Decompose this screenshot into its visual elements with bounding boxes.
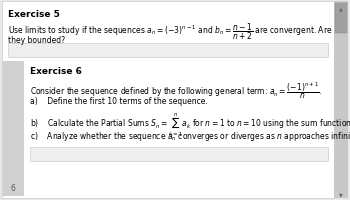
Text: Use limits to study if the sequences $a_n = (-3)^{n-1}$ and $b_n = \dfrac{n-1}{n: Use limits to study if the sequences $a_… — [8, 22, 332, 42]
Text: they bounded?: they bounded? — [8, 36, 65, 45]
Bar — [30, 147, 328, 161]
Text: a)    Define the first 10 terms of the sequence.: a) Define the first 10 terms of the sequ… — [30, 97, 208, 105]
Text: Exercise 5: Exercise 5 — [8, 10, 60, 19]
Text: Exercise 6: Exercise 6 — [30, 67, 82, 76]
Text: 6: 6 — [10, 183, 15, 192]
Text: b)    Calculate the Partial Sums $S_n = \sum_{k=1}^{n} a_k$ for $n = 1$ to $n = : b) Calculate the Partial Sums $S_n = \su… — [30, 111, 350, 139]
Bar — [8, 44, 328, 58]
Text: ▲: ▲ — [339, 6, 343, 11]
Text: ▼: ▼ — [339, 191, 343, 196]
Bar — [334, 2, 348, 198]
Text: c)    Analyze whether the sequence $a_n$ converges or diverges as $n$ approaches: c) Analyze whether the sequence $a_n$ co… — [30, 129, 350, 142]
Bar — [2, 62, 24, 196]
Text: Consider the sequence defined by the following general term: $a_n = \dfrac{(-1)^: Consider the sequence defined by the fol… — [30, 80, 322, 100]
Bar — [335, 4, 347, 34]
